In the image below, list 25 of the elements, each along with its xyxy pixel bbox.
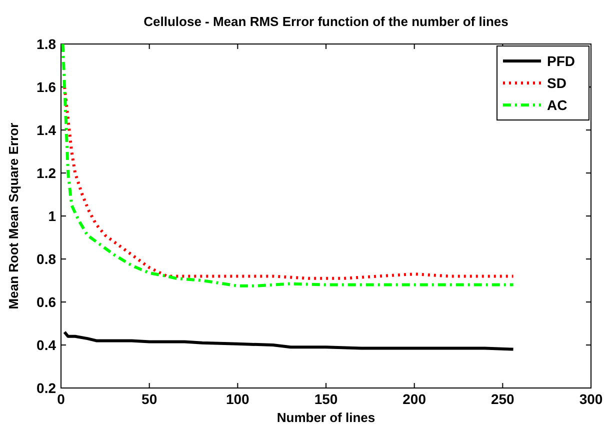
y-tick-label: 1.2	[36, 165, 56, 181]
x-tick-label: 0	[57, 391, 66, 407]
x-axis-title: Number of lines	[276, 410, 376, 425]
x-tick-label: 300	[579, 391, 603, 407]
y-axis-title: Mean Root Mean Square Error	[6, 122, 21, 310]
x-tick-label: 250	[490, 391, 515, 407]
x-tick-label: 150	[314, 391, 338, 407]
legend-label: PFD	[547, 53, 575, 69]
y-tick-label: 1.8	[36, 36, 56, 52]
y-tick-label: 1.6	[36, 79, 56, 95]
line-series	[63, 86, 515, 280]
legend-label: AC	[547, 97, 568, 113]
x-tick-label: 100	[226, 391, 250, 407]
legend-label: SD	[547, 75, 566, 91]
x-tick-label: 50	[142, 391, 158, 407]
y-tick-label: 0.8	[36, 251, 56, 267]
y-tick-label: 0.6	[36, 294, 56, 310]
y-tick-label: 1.4	[36, 122, 56, 138]
x-tick-label: 200	[402, 391, 426, 407]
y-tick-label: 0.2	[36, 380, 56, 396]
y-tick-label: 1	[48, 208, 56, 224]
y-tick-label: 0.4	[36, 337, 56, 353]
line-series	[63, 330, 515, 351]
chart-title: Cellulose - Mean RMS Error function of the number of lines	[144, 14, 508, 29]
line-series	[61, 42, 515, 288]
